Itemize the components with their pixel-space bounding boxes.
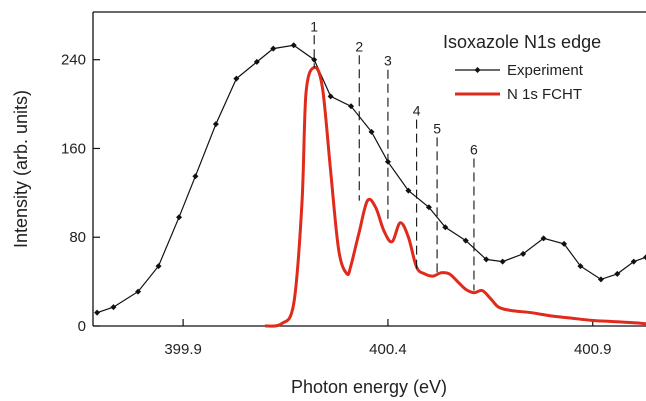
peak-label: 3 bbox=[384, 53, 392, 69]
experiment-point bbox=[368, 128, 375, 135]
series-line-experiment bbox=[96, 44, 646, 314]
chart-title: Isoxazole N1s edge bbox=[443, 32, 601, 52]
x-tick-label: 400.4 bbox=[369, 341, 407, 358]
x-tick-label: 399.9 bbox=[164, 341, 202, 358]
legend-marker-experiment bbox=[474, 67, 481, 73]
y-tick-label: 240 bbox=[61, 52, 86, 69]
peak-label: 1 bbox=[310, 18, 318, 34]
experiment-point bbox=[614, 270, 621, 277]
y-ticks: 0 80 160 240 bbox=[61, 52, 100, 335]
y-axis-title: Intensity (arb. units) bbox=[11, 90, 31, 248]
experiment-point bbox=[233, 75, 240, 82]
peak-label: 2 bbox=[355, 38, 363, 54]
series-line-fcht bbox=[264, 65, 646, 328]
peak-label: 4 bbox=[413, 103, 421, 119]
experiment-point bbox=[270, 45, 277, 52]
legend: Experiment N 1s FCHT bbox=[455, 62, 584, 103]
legend-label-fcht: N 1s FCHT bbox=[507, 86, 582, 103]
y-tick-label: 160 bbox=[61, 140, 86, 157]
experiment-point bbox=[135, 288, 142, 295]
experiment-point bbox=[311, 56, 318, 63]
experiment-point bbox=[405, 187, 412, 194]
experiment-point bbox=[425, 204, 432, 211]
experiment-point bbox=[192, 173, 199, 180]
experiment-point bbox=[462, 237, 469, 244]
experiment-point bbox=[540, 235, 547, 242]
experiment-point bbox=[442, 224, 449, 231]
x-axis-title: Photon energy (eV) bbox=[291, 377, 447, 397]
experiment-point bbox=[520, 250, 527, 257]
y-tick-label: 80 bbox=[69, 229, 86, 246]
experiment-point bbox=[483, 256, 490, 263]
experiment-point bbox=[155, 263, 162, 270]
experiment-point bbox=[327, 93, 334, 100]
experiment-point bbox=[348, 103, 355, 110]
peak-label: 5 bbox=[433, 120, 441, 136]
x-tick-label: 400.9 bbox=[574, 341, 612, 358]
experiment-point bbox=[630, 258, 637, 265]
experiment-point bbox=[499, 258, 506, 265]
experiment-point bbox=[176, 214, 183, 221]
experiment-point bbox=[577, 263, 584, 270]
experiment-point bbox=[561, 240, 568, 247]
experiment-point bbox=[94, 309, 101, 316]
legend-label-experiment: Experiment bbox=[507, 62, 584, 79]
experiment-point bbox=[290, 42, 297, 49]
peak-label: 6 bbox=[470, 141, 478, 157]
experiment-point bbox=[212, 121, 219, 128]
annotation-layer: 1 2 3 45 6 bbox=[310, 18, 478, 291]
plot-frame bbox=[92, 11, 646, 327]
experiment-point bbox=[597, 276, 604, 283]
experiment-point bbox=[253, 58, 260, 65]
series-layer bbox=[94, 42, 646, 328]
y-tick-label: 0 bbox=[78, 318, 86, 335]
experiment-point bbox=[643, 254, 646, 261]
x-ticks: 399.9 400.4 400.9 bbox=[164, 319, 612, 358]
experiment-point bbox=[110, 304, 117, 311]
